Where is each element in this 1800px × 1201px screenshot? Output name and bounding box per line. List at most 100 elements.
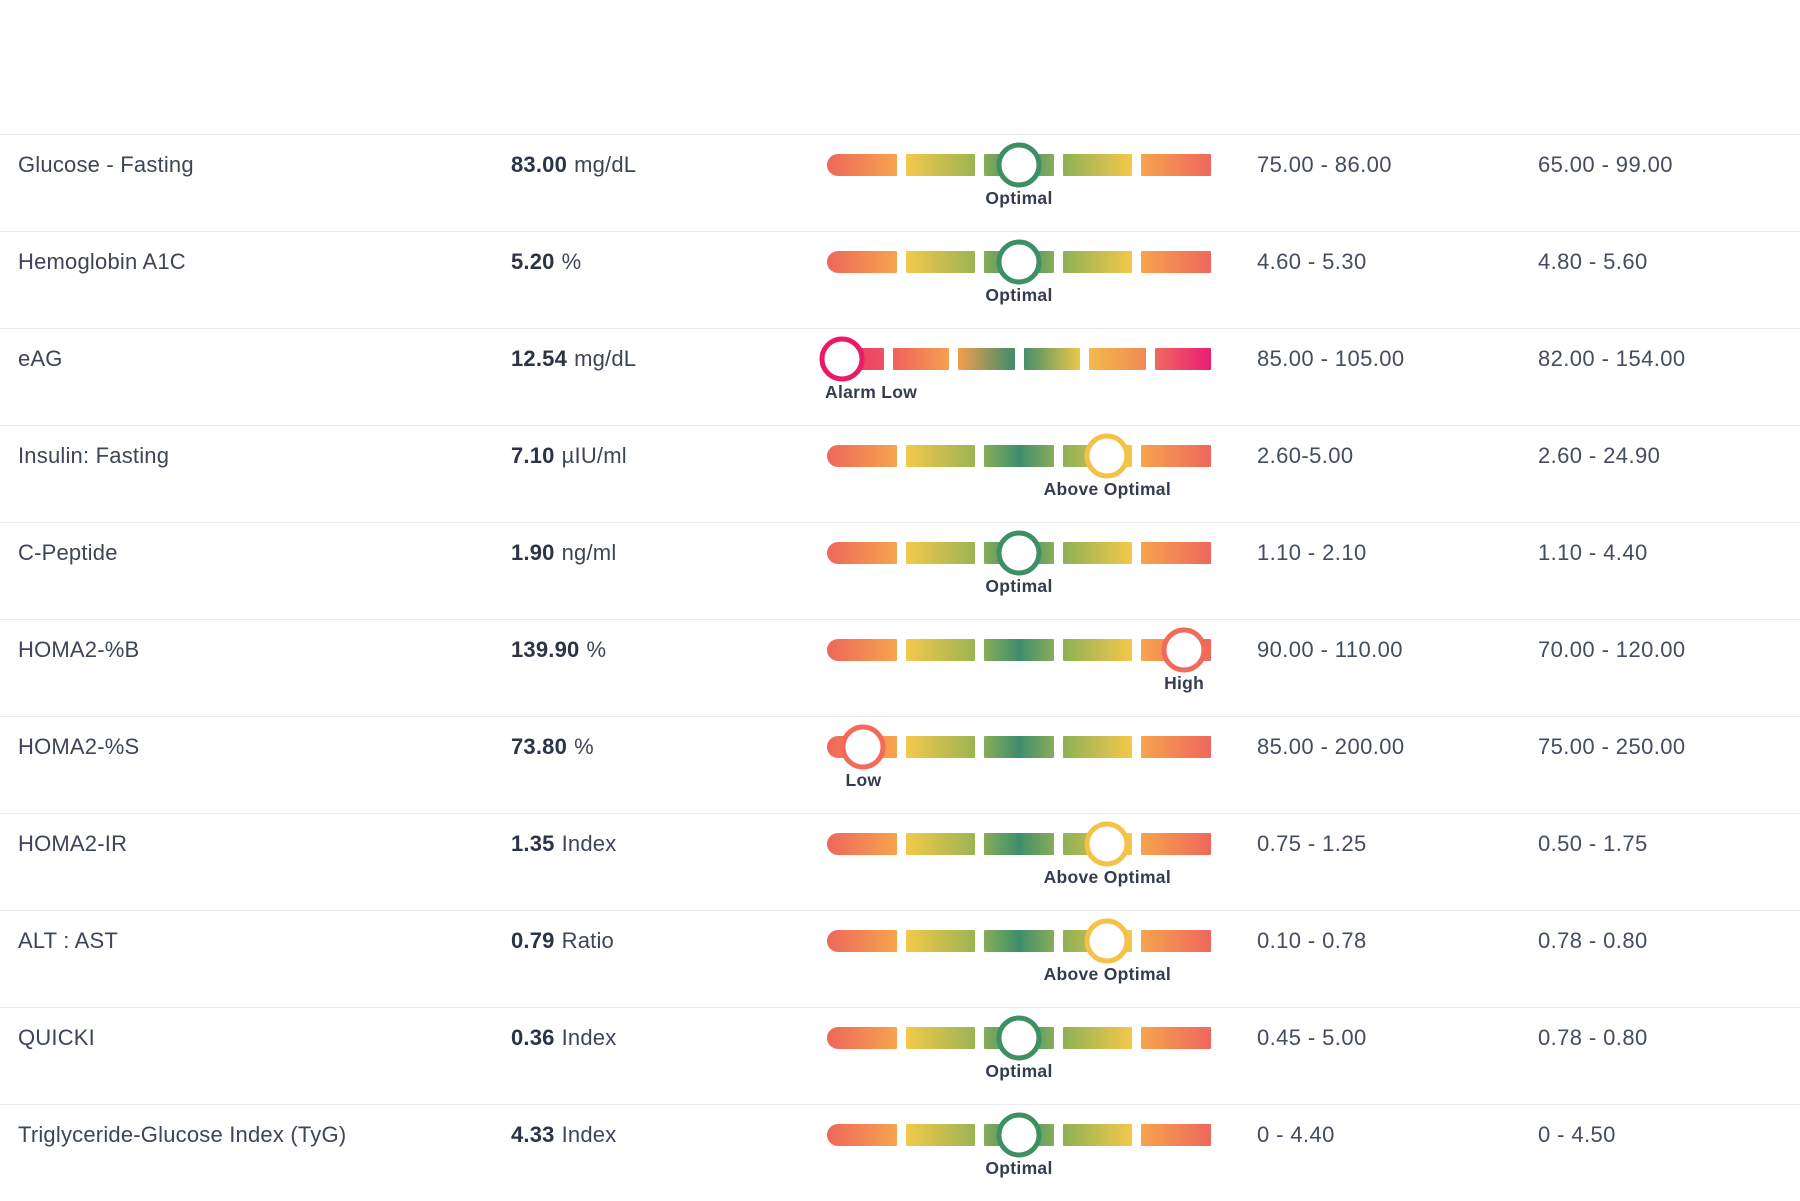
marker-value-unit: % — [561, 249, 582, 274]
table-row: Hemoglobin A1C 5.20 % Optimal 4.60 - 5.3… — [0, 231, 1800, 328]
range-gradient-bar — [819, 336, 1211, 382]
table-row: HOMA2-%S 73.80 % Low 85.00 - 200.00 75.0… — [0, 716, 1800, 813]
optimal-range: 85.00 - 105.00 — [1257, 346, 1405, 371]
result-marker-dot — [1084, 918, 1130, 964]
bar-segment — [1023, 348, 1080, 370]
marker-value-unit: Ratio — [561, 928, 614, 953]
optimal-range: 0.45 - 5.00 — [1257, 1025, 1367, 1050]
bar-segment — [1062, 251, 1133, 273]
bar-segment — [827, 445, 897, 467]
table-row: HOMA2-IR 1.35 Index Above Optimal 0.75 -… — [0, 813, 1800, 910]
status-label: Optimal — [985, 188, 1053, 208]
standard-range: 70.00 - 120.00 — [1538, 637, 1686, 662]
optimal-range: 0.10 - 0.78 — [1257, 928, 1367, 953]
marker-value-unit: ng/ml — [561, 540, 617, 565]
marker-name: eAG — [18, 346, 63, 371]
marker-value-number: 73.80 — [511, 734, 568, 759]
marker-name: HOMA2-IR — [18, 831, 128, 856]
marker-value: 1.90 ng/ml — [511, 523, 827, 583]
range-gradient-bar — [827, 142, 1211, 188]
marker-value-unit: Index — [561, 1122, 617, 1147]
bar-segment — [1141, 154, 1211, 176]
standard-range: 0.78 - 0.80 — [1538, 928, 1648, 953]
standard-range: 65.00 - 99.00 — [1538, 152, 1673, 177]
range-gradient-bar — [827, 821, 1211, 867]
status-label: Above Optimal — [1043, 964, 1172, 984]
status-label: Optimal — [985, 576, 1053, 596]
optimal-range: 1.10 - 2.10 — [1257, 540, 1367, 565]
result-marker-dot — [996, 142, 1042, 188]
marker-value: 1.35 Index — [511, 814, 827, 874]
optimal-range: 0 - 4.40 — [1257, 1122, 1335, 1147]
marker-name: Insulin: Fasting — [18, 443, 170, 468]
marker-value: 7.10 µIU/ml — [511, 426, 827, 486]
marker-value-number: 7.10 — [511, 443, 555, 468]
bar-segment — [905, 833, 976, 855]
marker-value: 73.80 % — [511, 717, 827, 777]
bar-segment — [905, 154, 976, 176]
bar-segment — [827, 542, 897, 564]
bar-segment — [958, 348, 1015, 370]
bar-segment — [1141, 1027, 1211, 1049]
bar-segment — [905, 542, 976, 564]
status-label: High — [1164, 673, 1205, 693]
bar-segment — [1141, 445, 1211, 467]
result-marker-dot — [996, 1112, 1042, 1158]
table-row: eAG 12.54 mg/dL Alarm Low 85.00 - 105.00… — [0, 328, 1800, 425]
bar-segment — [1062, 1124, 1133, 1146]
marker-value-unit: µIU/ml — [561, 443, 627, 468]
marker-name: Glucose - Fasting — [18, 152, 194, 177]
marker-name: HOMA2-%B — [18, 637, 140, 662]
bar-segment — [1141, 736, 1211, 758]
optimal-range: 75.00 - 86.00 — [1257, 152, 1392, 177]
marker-name: ALT : AST — [18, 928, 119, 953]
biomarker-table: Glucose - Fasting 83.00 mg/dL Optimal 75… — [0, 134, 1800, 1201]
marker-value-number: 83.00 — [511, 152, 568, 177]
bar-segment — [984, 930, 1054, 952]
bar-segment — [1141, 833, 1211, 855]
status-label: Above Optimal — [1043, 479, 1172, 499]
range-gradient-bar — [827, 918, 1211, 964]
bar-segment — [1141, 251, 1211, 273]
range-gradient-bar — [827, 433, 1211, 479]
result-marker-dot — [1084, 433, 1130, 479]
standard-range: 1.10 - 4.40 — [1538, 540, 1648, 565]
bar-segment — [827, 1027, 897, 1049]
table-row: Triglyceride-Glucose Index (TyG) 4.33 In… — [0, 1104, 1800, 1201]
status-label: Optimal — [985, 1158, 1053, 1178]
range-gradient-bar — [827, 239, 1211, 285]
table-row: Insulin: Fasting 7.10 µIU/ml Above Optim… — [0, 425, 1800, 522]
marker-name: HOMA2-%S — [18, 734, 140, 759]
status-label: Optimal — [985, 285, 1053, 305]
result-marker-dot — [840, 724, 886, 770]
result-marker-dot — [1161, 627, 1207, 673]
bar-segment — [1062, 1027, 1133, 1049]
status-label: Optimal — [985, 1061, 1053, 1081]
bar-segment — [827, 833, 897, 855]
standard-range: 82.00 - 154.00 — [1538, 346, 1686, 371]
result-marker-dot — [1084, 821, 1130, 867]
optimal-range: 0.75 - 1.25 — [1257, 831, 1367, 856]
bar-segment — [905, 445, 976, 467]
bar-segment — [827, 154, 897, 176]
standard-range: 4.80 - 5.60 — [1538, 249, 1648, 274]
bar-segment — [1141, 1124, 1211, 1146]
optimal-range: 2.60-5.00 — [1257, 443, 1354, 468]
bar-segment — [905, 736, 976, 758]
marker-value-number: 5.20 — [511, 249, 555, 274]
marker-value-number: 1.90 — [511, 540, 555, 565]
bar-segment — [905, 1124, 976, 1146]
bar-segment — [1141, 542, 1211, 564]
marker-value-number: 0.79 — [511, 928, 555, 953]
table-row: Glucose - Fasting 83.00 mg/dL Optimal 75… — [0, 134, 1800, 231]
marker-value-unit: mg/dL — [574, 346, 637, 371]
bar-segment — [905, 251, 976, 273]
standard-range: 75.00 - 250.00 — [1538, 734, 1686, 759]
marker-value: 83.00 mg/dL — [511, 135, 827, 195]
bar-segment — [1141, 930, 1211, 952]
bar-segment — [905, 930, 976, 952]
marker-value: 0.79 Ratio — [511, 911, 827, 971]
bar-segment — [1062, 154, 1133, 176]
marker-name: QUICKI — [18, 1025, 95, 1050]
result-marker-dot — [819, 336, 865, 382]
